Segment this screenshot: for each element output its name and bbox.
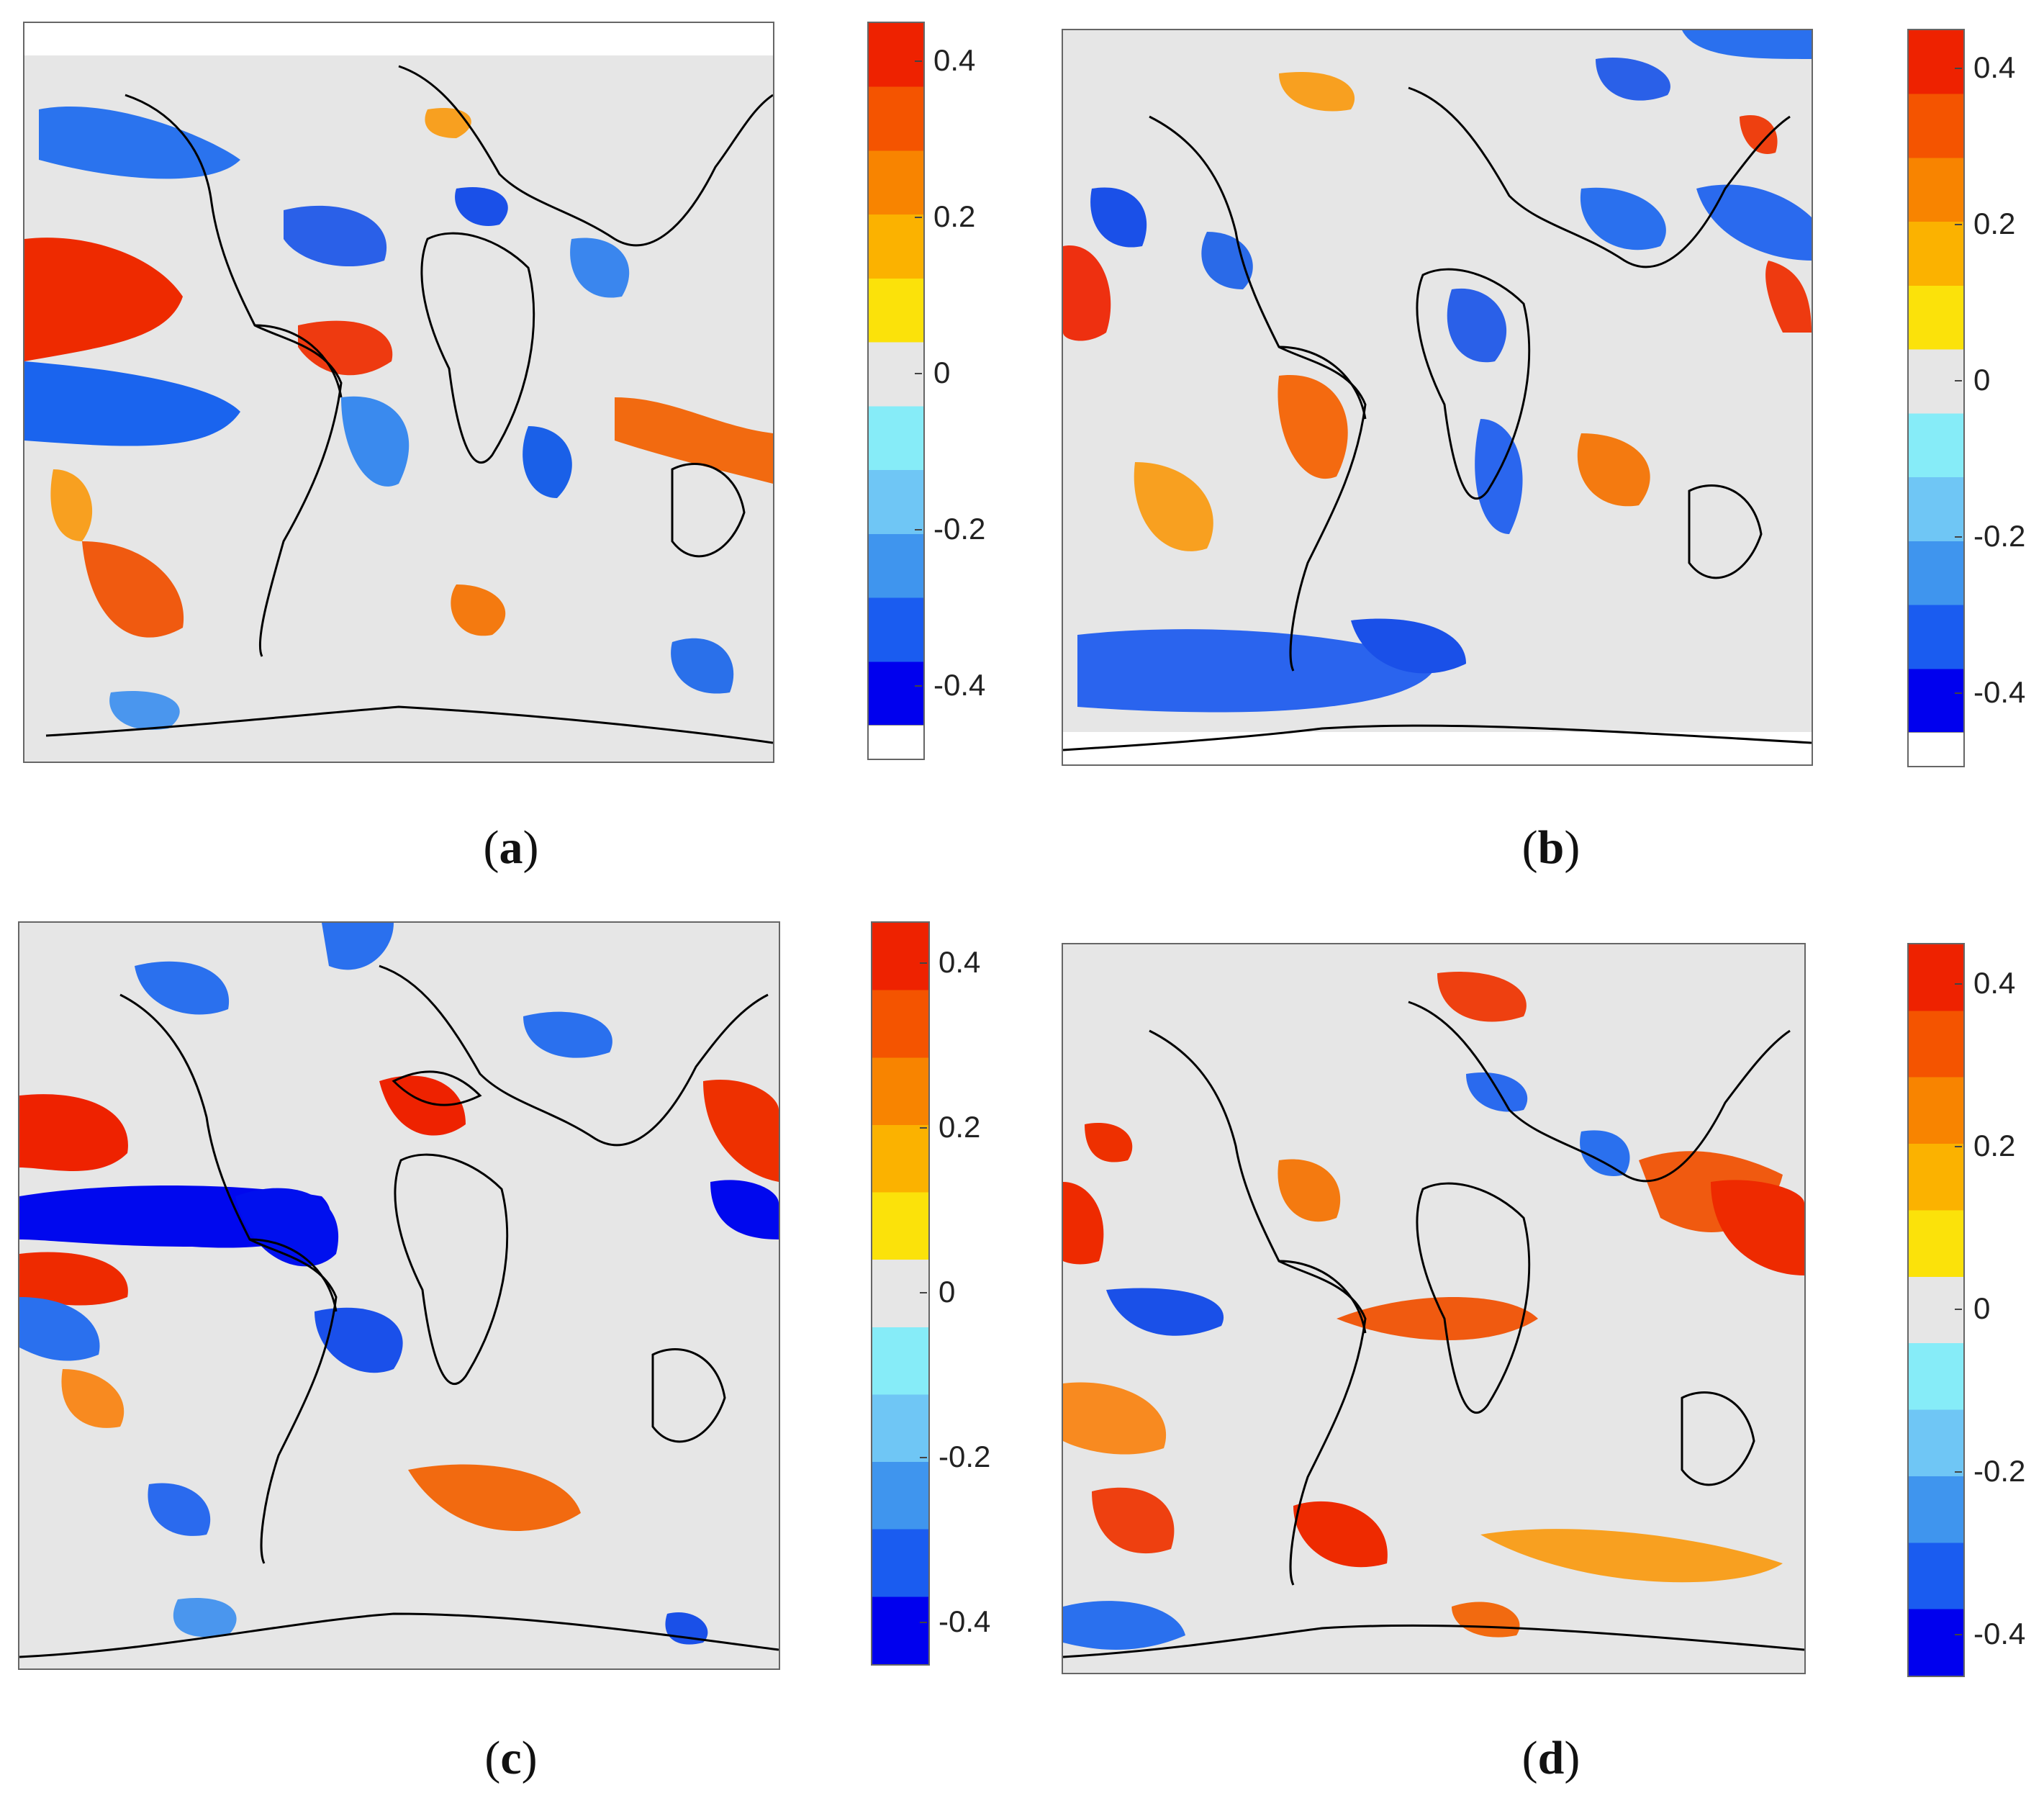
map-field-d	[1063, 944, 1804, 1673]
world-map-a	[23, 22, 774, 763]
world-map-b	[1062, 29, 1813, 766]
colorbar-tickmark	[920, 1622, 927, 1623]
colorbar-tick-label: 0.4	[1973, 50, 2016, 84]
colorbar-tickmark	[920, 962, 927, 964]
colorbar-tickmark	[920, 1457, 927, 1458]
colorbar-c	[871, 921, 930, 1666]
colorbar-tickmark	[1955, 692, 1962, 694]
map-field-c	[19, 923, 779, 1668]
world-map-d	[1062, 943, 1806, 1674]
colorbar-tickmark	[920, 1127, 927, 1129]
colorbar-gradient-b	[1909, 30, 1963, 733]
colorbar-tickmark	[915, 373, 922, 374]
colorbar-tick-label: -0.2	[933, 512, 986, 546]
colorbar-tickmark	[920, 1292, 927, 1293]
caption-c: (c)	[484, 1732, 538, 1784]
colorbar-tick-label: 0	[1973, 1291, 1991, 1325]
caption-d: (d)	[1521, 1732, 1581, 1784]
colorbar-tick-label: 0	[933, 356, 951, 389]
colorbar-tickmark	[1955, 1471, 1962, 1473]
world-map-c	[18, 921, 780, 1670]
colorbar-b	[1907, 29, 1965, 767]
caption-b: (b)	[1521, 821, 1581, 874]
colorbar-white-a	[869, 725, 923, 759]
colorbar-tick-label: -0.2	[939, 1440, 991, 1473]
colorbar-tick-label: 0.2	[1973, 1129, 2016, 1162]
colorbar-tick-label: -0.4	[1973, 675, 2026, 709]
colorbar-gradient-c	[872, 923, 928, 1664]
colorbar-tick-label: -0.2	[1973, 519, 2026, 553]
colorbar-tickmark	[1955, 1309, 1962, 1310]
colorbar-tick-label: -0.2	[1973, 1454, 2026, 1488]
colorbar-d	[1907, 943, 1965, 1677]
colorbar-tick-label: 0	[1973, 363, 1991, 397]
colorbar-tickmark	[1955, 224, 1962, 225]
map-field-a	[24, 23, 773, 762]
colorbar-tick-label: -0.4	[1973, 1617, 2026, 1650]
colorbar-tick-label: -0.4	[939, 1604, 991, 1638]
colorbar-white-b	[1909, 732, 1963, 766]
colorbar-tickmark	[915, 217, 922, 218]
colorbar-tickmark	[1955, 1634, 1962, 1635]
colorbar-tickmark	[1955, 536, 1962, 538]
colorbar-tickmark	[915, 60, 922, 62]
colorbar-tickmark	[915, 529, 922, 530]
map-field-b	[1063, 30, 1812, 764]
colorbar-tickmark	[1955, 1146, 1962, 1147]
colorbar-tick-label: 0.2	[939, 1110, 981, 1144]
colorbar-a	[867, 22, 925, 760]
colorbar-tick-label: 0.2	[1973, 207, 2016, 240]
colorbar-tick-label: 0.4	[1973, 966, 2016, 1000]
colorbar-tickmark	[1955, 68, 1962, 69]
colorbar-gradient-d	[1909, 944, 1963, 1676]
colorbar-tickmark	[1955, 983, 1962, 985]
colorbar-gradient-a	[869, 23, 923, 726]
colorbar-tick-label: 0.2	[933, 199, 976, 233]
colorbar-tick-label: 0	[939, 1275, 956, 1309]
caption-a: (a)	[483, 821, 539, 874]
colorbar-tickmark	[1955, 380, 1962, 381]
colorbar-tick-label: -0.4	[933, 668, 986, 702]
colorbar-tick-label: 0.4	[939, 945, 981, 979]
colorbar-tick-label: 0.4	[933, 43, 976, 77]
colorbar-tickmark	[915, 685, 922, 687]
